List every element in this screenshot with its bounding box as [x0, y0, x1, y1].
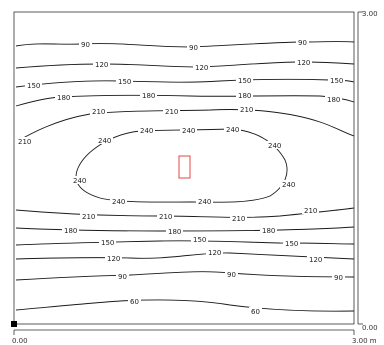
contour-line-210-top [15, 109, 355, 143]
contour-label: 60 [251, 308, 260, 316]
contour-label: 240 [98, 137, 111, 145]
contour-label: 120 [107, 255, 120, 263]
contour-label: 240 [140, 127, 153, 135]
contour-labels: 90 90 90 120 120 120 150 150 150 150 180… [16, 38, 345, 316]
contour-label: 90 [189, 44, 198, 52]
contour-label: 120 [95, 61, 108, 69]
contour-label: 90 [227, 271, 236, 279]
contour-line-60-bottom [15, 299, 355, 312]
contour-label: 90 [118, 273, 127, 281]
contour-label: 120 [309, 256, 322, 264]
contour-label: 90 [298, 39, 307, 47]
contour-label: 150 [285, 240, 298, 248]
contour-label: 90 [81, 41, 90, 49]
contour-label: 210 [92, 108, 105, 116]
contour-line-150-top [15, 78, 355, 88]
contour-label: 150 [118, 78, 131, 86]
contour-label: 210 [240, 106, 253, 114]
contour-label: 240 [112, 198, 125, 206]
contour-label: 210 [304, 207, 317, 215]
contour-label: 240 [268, 142, 281, 150]
contour-label: 180 [168, 228, 181, 236]
contour-label: 120 [195, 64, 208, 72]
contour-label: 180 [64, 227, 77, 235]
contour-label: 180 [262, 227, 275, 235]
contour-label: 240 [198, 198, 211, 206]
contour-label: 180 [142, 92, 155, 100]
contour-label: 240 [282, 181, 295, 189]
y-axis-bottom-label: 0.00 [362, 324, 378, 332]
contour-label: 210 [159, 213, 172, 221]
contour-label: 150 [238, 77, 251, 85]
contour-line-150-bottom [15, 240, 355, 246]
contour-label: 180 [57, 94, 70, 102]
contour-label: 240 [73, 177, 86, 185]
contour-label: 180 [238, 92, 251, 100]
contour-label: 240 [182, 127, 195, 135]
contour-label: 120 [297, 59, 310, 67]
contour-label: 210 [82, 213, 95, 221]
contour-label: 240 [226, 126, 239, 134]
contour-label: 150 [101, 239, 114, 247]
x-axis-start-label: 0.00 [12, 337, 28, 345]
contour-line-90-bottom [15, 271, 355, 281]
contour-label: 90 [334, 274, 343, 282]
contour-label: 60 [130, 298, 139, 306]
y-axis-top-label: 3.00 [362, 10, 378, 18]
contour-label: 210 [18, 138, 31, 146]
luminaire-marker [178, 155, 191, 179]
contour-label: 150 [193, 236, 206, 244]
contour-label: 210 [232, 215, 245, 223]
contour-label: 180 [327, 96, 340, 104]
plot-frame [13, 11, 355, 325]
origin-marker [11, 321, 17, 327]
contour-label: 150 [27, 82, 40, 90]
x-axis-end-label: 3.00 m [352, 337, 377, 345]
contour-label: 210 [165, 108, 178, 116]
contour-label: 150 [330, 77, 343, 85]
contour-line-120-bottom [15, 252, 355, 260]
contour-label: 120 [208, 249, 221, 257]
